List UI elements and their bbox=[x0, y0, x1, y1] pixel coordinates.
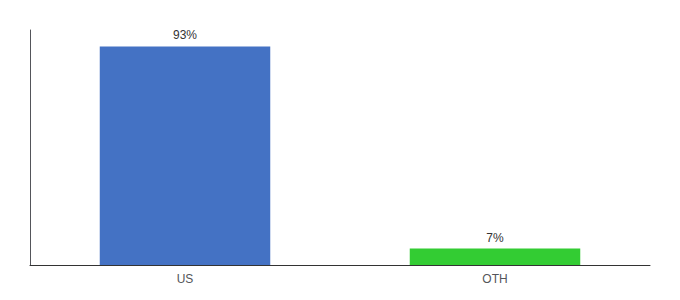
svg-text:93%: 93% bbox=[173, 28, 197, 42]
svg-text:7%: 7% bbox=[486, 231, 504, 245]
svg-text:OTH: OTH bbox=[482, 272, 507, 286]
svg-text:US: US bbox=[177, 272, 194, 286]
